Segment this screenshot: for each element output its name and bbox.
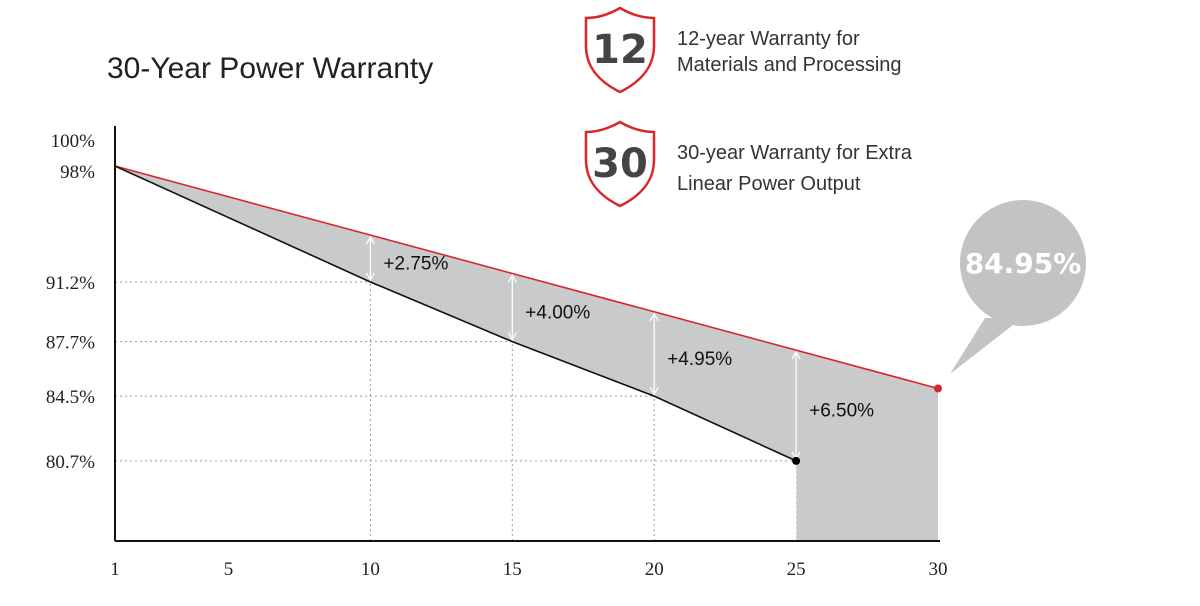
gap-label: +4.00% bbox=[525, 303, 590, 324]
shield-icon bbox=[584, 120, 656, 208]
bubble-tail bbox=[950, 318, 1022, 374]
x-tick-label: 1 bbox=[110, 559, 120, 580]
badge-12-line1: 12-year Warranty for bbox=[677, 28, 860, 50]
callout-value: 84.95% bbox=[965, 247, 1082, 280]
badge-12-line2: Materials and Processing bbox=[677, 54, 902, 76]
badge-30-line1: 30-year Warranty for Extra bbox=[677, 142, 913, 164]
gain-area bbox=[115, 166, 938, 542]
black-endpoint-marker bbox=[792, 456, 801, 465]
y-tick-label: 80.7% bbox=[46, 452, 95, 473]
warranty-12-badge: 12 12-year Warranty for Materials and Pr… bbox=[584, 6, 902, 94]
gap-arrow-head-down bbox=[649, 386, 659, 396]
x-tick-label: 25 bbox=[787, 559, 806, 580]
chart-title: 30-Year Power Warranty bbox=[107, 52, 433, 85]
shield-icon bbox=[584, 6, 656, 94]
gap-arrow-head-down bbox=[507, 332, 517, 341]
gap-label: +4.95% bbox=[667, 349, 732, 370]
gap-label: +2.75% bbox=[383, 254, 448, 275]
series-line-red bbox=[114, 165, 939, 390]
bubble-circle bbox=[960, 200, 1086, 326]
plot-area: +2.75%+4.00%+4.95%+6.50%1 5 10 15 20 25 30100%… bbox=[46, 126, 948, 580]
shield-number-12: 12 bbox=[592, 27, 648, 73]
gap-arrow-head-down bbox=[365, 272, 375, 282]
x-tick-label: 5 bbox=[224, 559, 234, 580]
x-tick-label: 20 bbox=[645, 559, 664, 580]
x-tick-label: 30 bbox=[929, 559, 948, 580]
warranty-30-badge: 30 30-year Warranty for Extra Linear Pow… bbox=[584, 120, 913, 208]
y-tick-label: 91.2% bbox=[46, 273, 95, 294]
gap-arrow-head-up bbox=[791, 350, 801, 360]
red-endpoint-marker bbox=[934, 384, 942, 393]
y-tick-label: 100% bbox=[51, 131, 96, 152]
gap-label: +6.50% bbox=[809, 401, 874, 422]
y-tick-label: 84.5% bbox=[46, 387, 95, 408]
badge-30-line2: Linear Power Output bbox=[677, 173, 861, 195]
y-tick-label: 98% bbox=[60, 162, 95, 183]
gap-arrow-head-up bbox=[507, 274, 517, 283]
series-line-black bbox=[114, 165, 797, 462]
gap-arrow-head-up bbox=[649, 312, 659, 322]
x-tick-label: 15 bbox=[503, 559, 522, 580]
gap-arrow-head-up bbox=[365, 235, 375, 245]
x-tick-label: 10 bbox=[361, 559, 380, 580]
y-tick-label: 87.7% bbox=[46, 333, 95, 354]
shield-number-30: 30 bbox=[592, 141, 648, 187]
callout-bubble: 84.95% bbox=[950, 200, 1086, 374]
